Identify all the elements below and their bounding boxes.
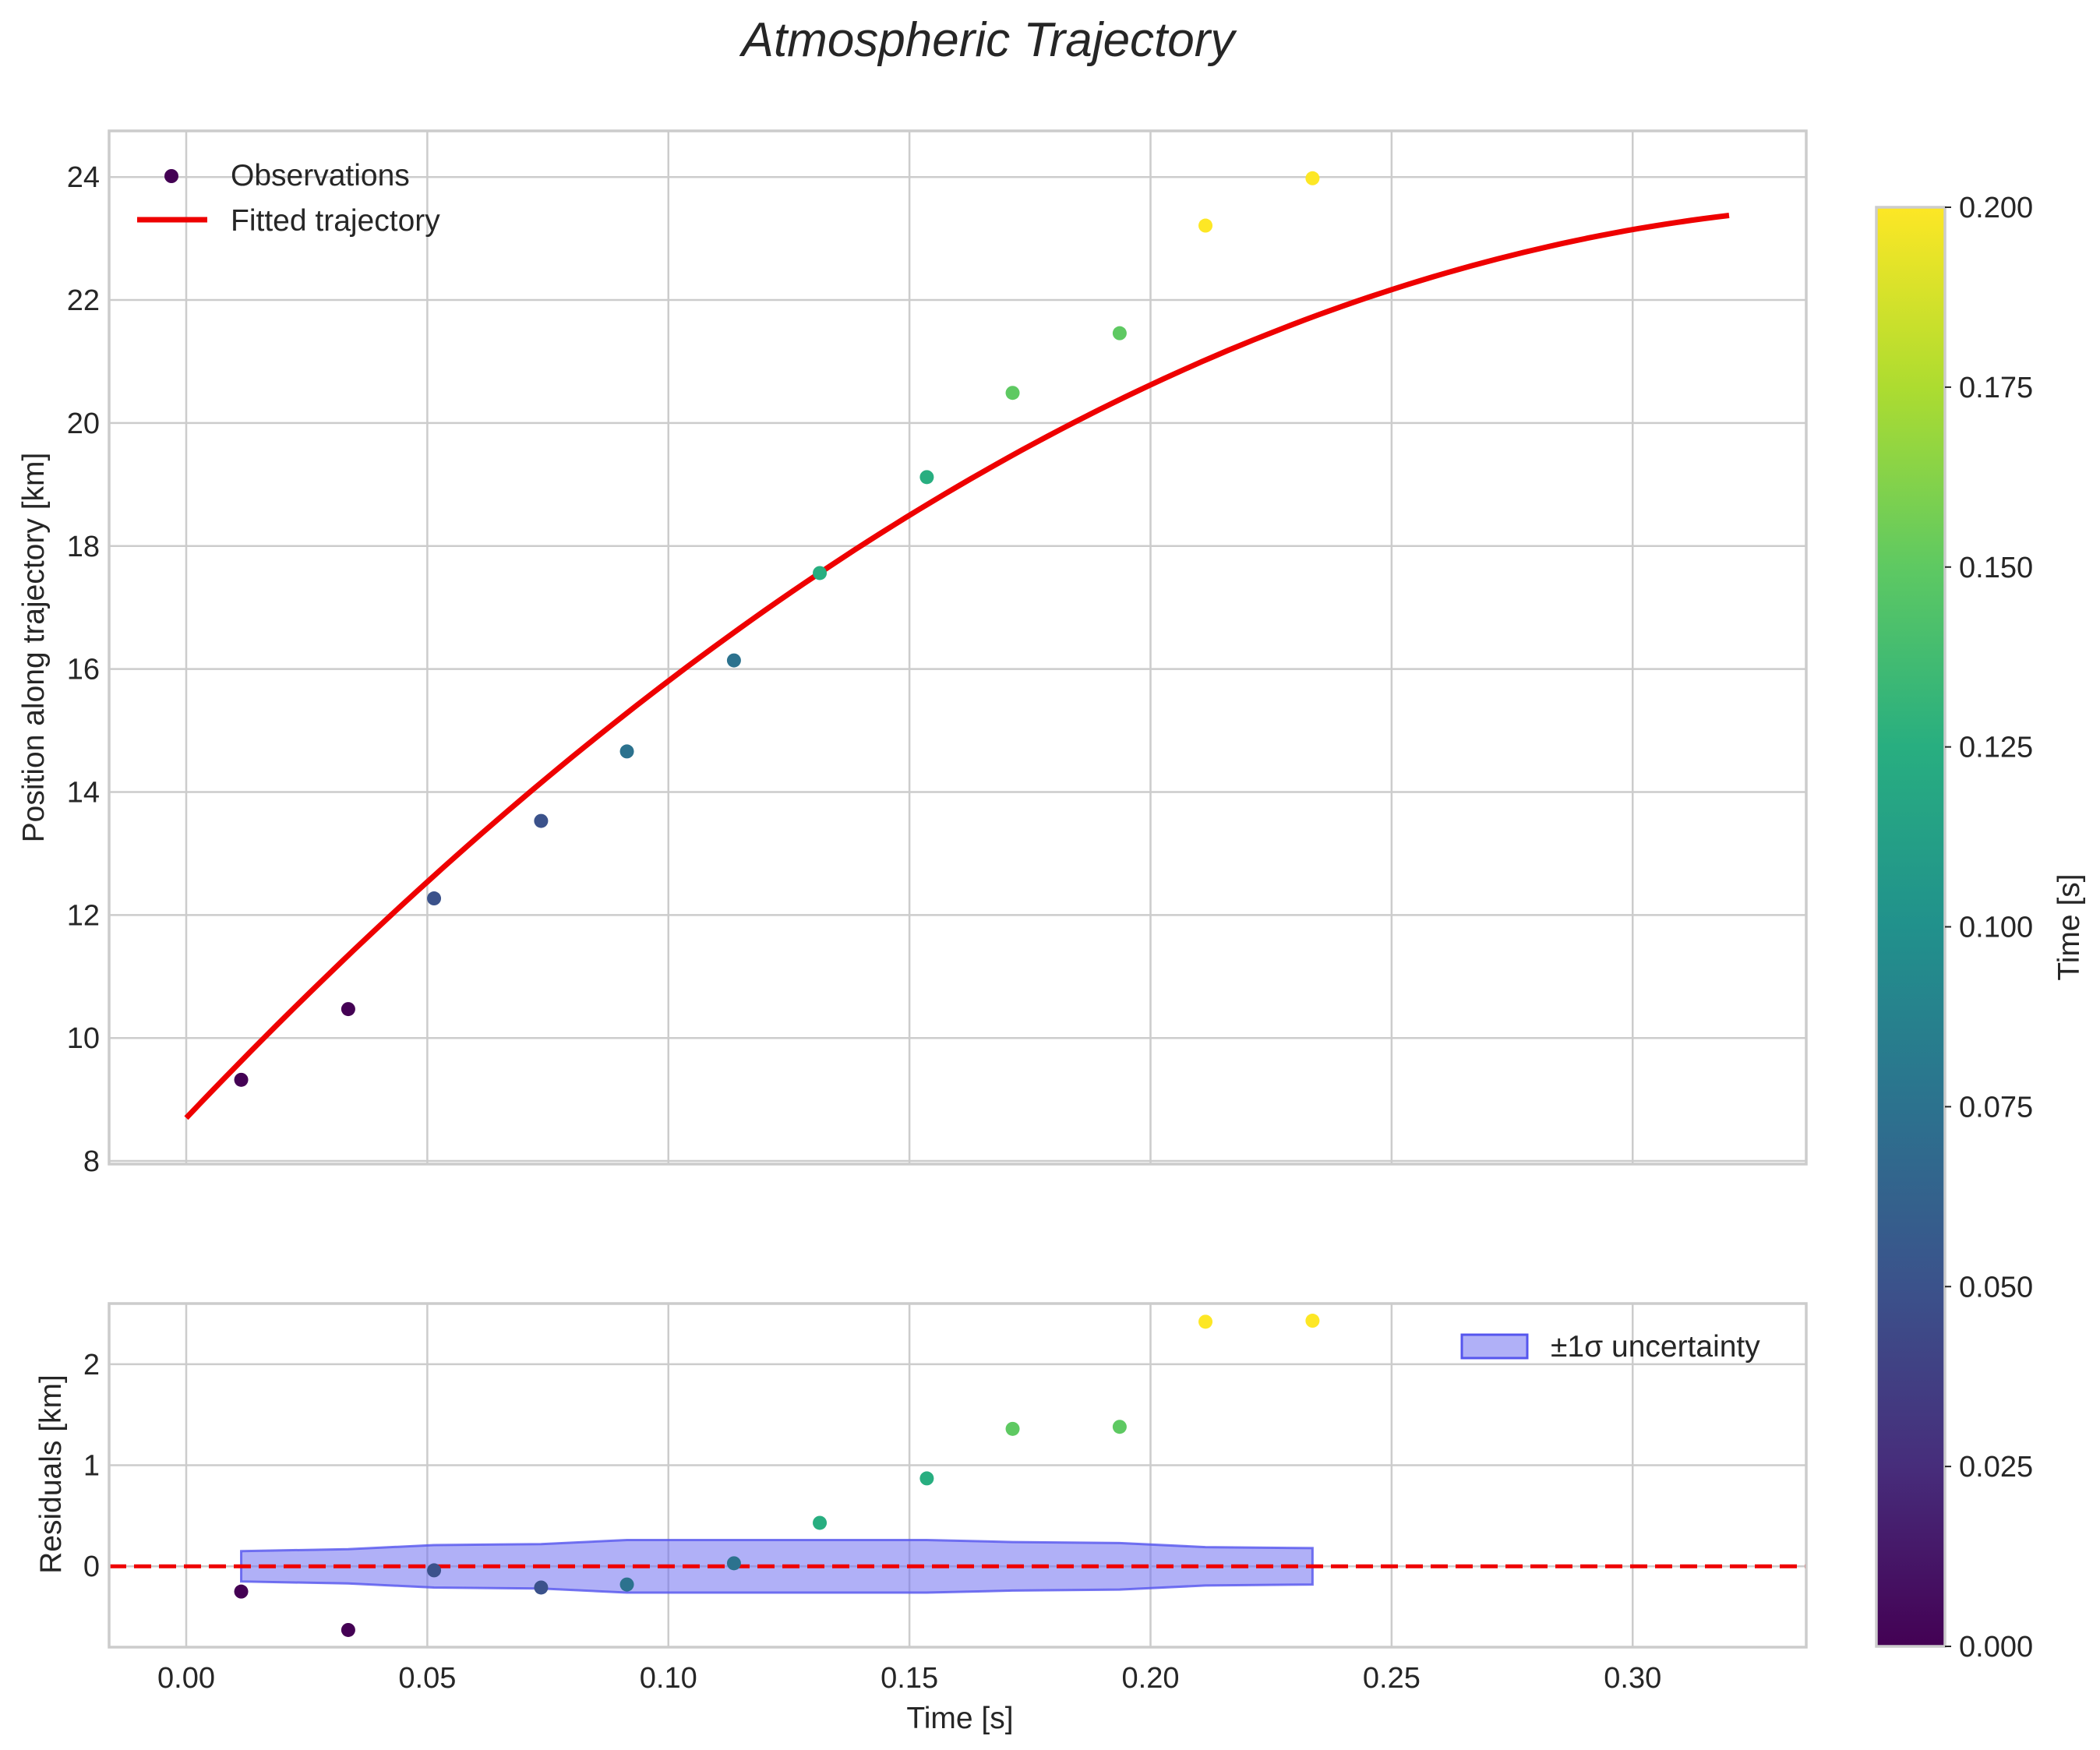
top-y-tick-label: 12 [67,899,100,932]
legend-observations-marker [164,169,178,183]
top-y-axis-label: Position along trajectory [km] [17,453,51,843]
top-legend: Observations Fitted trajectory [137,159,440,238]
colorbar: 0.000 0.025 0.050 0.075 0.100 0.125 0.150 0.175… [1875,192,2086,1664]
observation-point [726,653,741,668]
observation-point [341,1002,355,1017]
colorbar-tick-label: 0.025 [1959,1451,2033,1484]
bottom-y-tick-label: 2 [83,1349,100,1381]
x-axis-label: Time [s] [906,1702,1013,1735]
bottom-legend: ±1σ uncertainty [1460,1330,1760,1364]
observation-point [427,891,442,906]
x-tick-label: 0.25 [1363,1662,1421,1695]
fitted-trajectory-line [184,213,1730,1120]
observation-points [234,171,1320,1087]
x-tick-label: 0.15 [881,1662,938,1695]
colorbar-tick-label: 0.125 [1959,732,2033,764]
observation-point [1305,171,1320,185]
top-y-tick-label: 24 [67,161,100,194]
x-tick-labels: 0.00 0.05 0.10 0.15 0.20 0.25 0.30 [157,1662,1661,1695]
observation-point [534,813,549,828]
colorbar-tick-label: 0.175 [1959,372,2033,404]
top-y-tick-label: 16 [67,654,100,686]
colorbar-tick-label: 0.150 [1959,552,2033,584]
uncertainty-band [240,1539,1314,1594]
top-y-tick-label: 10 [67,1022,100,1055]
residual-points [234,1314,1320,1637]
observation-point [619,744,634,759]
residual-point [234,1584,249,1599]
legend-band-label: ±1σ uncertainty [1551,1330,1760,1364]
residual-point [726,1556,741,1571]
observation-point [1112,326,1127,340]
colorbar-tick-label: 0.050 [1959,1271,2033,1304]
bottom-y-tick-label: 1 [83,1450,100,1483]
top-y-tick-label: 22 [67,284,100,317]
trajectory-panel: 8 10 12 14 16 18 20 22 24 Position along traject… [17,129,1808,1178]
observation-point [1005,386,1020,400]
residual-point [1198,1314,1213,1329]
colorbar-tick-label: 0.075 [1959,1091,2033,1124]
top-grid [109,131,1806,1164]
residual-point [813,1515,828,1530]
top-y-tick-label: 8 [83,1145,100,1178]
observation-point [234,1072,249,1087]
observation-point [1198,218,1213,233]
x-tick-label: 0.00 [157,1662,215,1695]
bottom-y-tick-labels: 0 1 2 [83,1349,100,1583]
residual-point [534,1580,549,1595]
residual-point [1112,1420,1127,1434]
top-y-tick-label: 20 [67,408,100,440]
residual-point [919,1471,934,1486]
chart-title: Atmospheric Trajectory [739,13,1238,67]
colorbar-label: Time [s] [2052,873,2086,980]
residual-point [1005,1421,1020,1436]
residuals-panel: 0 1 2 0.00 0.05 0.10 0.15 0.20 0.25 0.30 Residua… [34,1302,1808,1735]
observation-point [813,566,828,580]
legend-fit-label: Fitted trajectory [231,204,440,238]
top-panel-frame [108,129,1808,1166]
x-tick-label: 0.30 [1604,1662,1661,1695]
x-tick-label: 0.20 [1122,1662,1180,1695]
bottom-panel-frame [108,1302,1808,1649]
legend-observations-label: Observations [231,159,410,192]
colorbar-gradient [1876,207,1945,1646]
colorbar-tick-labels: 0.000 0.025 0.050 0.075 0.100 0.125 0.150 0.175… [1945,192,2033,1664]
bottom-y-axis-label: Residuals [km] [34,1374,68,1574]
bottom-y-tick-label: 0 [83,1551,100,1583]
residual-point [619,1577,634,1592]
colorbar-tick-label: 0.200 [1959,192,2033,224]
top-y-tick-label: 14 [67,776,100,809]
residual-point [1305,1314,1320,1328]
residual-point [341,1622,355,1637]
x-tick-label: 0.10 [640,1662,697,1695]
top-y-tick-labels: 8 10 12 14 16 18 20 22 24 [67,161,100,1178]
residual-point [427,1563,442,1578]
x-tick-label: 0.05 [398,1662,456,1695]
top-y-tick-label: 18 [67,531,100,563]
colorbar-tick-label: 0.000 [1959,1631,2033,1664]
legend-band-swatch [1460,1333,1529,1360]
colorbar-tick-label: 0.100 [1959,912,2033,944]
observation-point [919,470,934,485]
